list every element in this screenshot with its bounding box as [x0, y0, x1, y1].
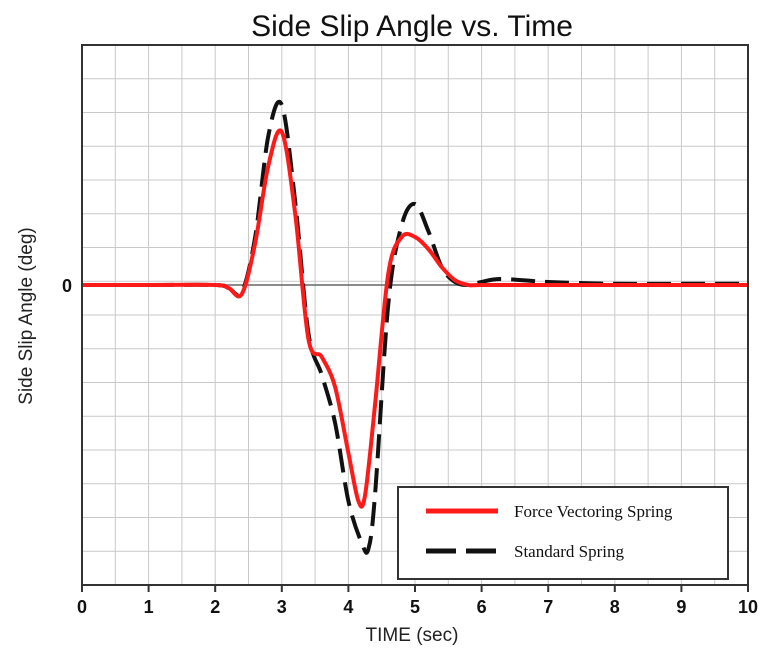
x-tick-labels: 0 1 2 3 4 5 6 7 8 9 10	[77, 585, 758, 617]
series-layer	[82, 99, 748, 555]
y-tick-labels: 0	[62, 276, 72, 296]
x-tick-label: 4	[343, 597, 353, 617]
x-axis-label: TIME (sec)	[366, 625, 459, 646]
legend-label-force-vectoring: Force Vectoring Spring	[514, 502, 673, 521]
x-tick-label: 5	[410, 597, 420, 617]
x-tick-label: 0	[77, 597, 87, 617]
x-tick-label: 2	[210, 597, 220, 617]
x-tick-label: 6	[477, 597, 487, 617]
x-tick-label: 8	[610, 597, 620, 617]
x-tick-label: 9	[676, 597, 686, 617]
x-tick-label: 1	[144, 597, 154, 617]
y-axis-label: Side Slip Angle (deg)	[16, 227, 37, 404]
x-tick-label: 10	[738, 597, 758, 617]
chart-title: Side Slip Angle vs. Time	[251, 10, 573, 43]
y-tick-label: 0	[62, 276, 72, 296]
series-force-vectoring-spring-line	[82, 128, 748, 509]
legend-box	[397, 486, 729, 580]
legend: Force Vectoring Spring Standard Spring	[397, 486, 729, 580]
legend-label-standard: Standard Spring	[514, 542, 625, 561]
x-tick-label: 7	[543, 597, 553, 617]
x-tick-label: 3	[277, 597, 287, 617]
